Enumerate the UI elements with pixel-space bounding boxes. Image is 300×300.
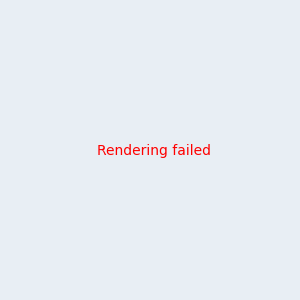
Text: Rendering failed: Rendering failed: [97, 145, 211, 158]
